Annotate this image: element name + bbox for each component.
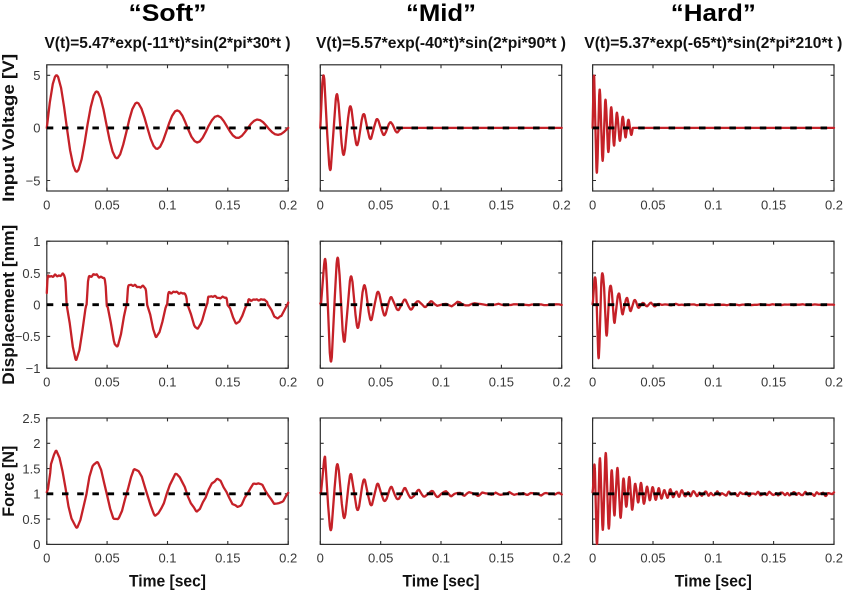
svg-text:5: 5 bbox=[33, 68, 40, 83]
svg-text:0: 0 bbox=[43, 197, 50, 212]
svg-text:−0.5: −0.5 bbox=[15, 329, 41, 344]
svg-text:0.15: 0.15 bbox=[489, 551, 514, 566]
svg-text:Displacement [mm]: Displacement [mm] bbox=[0, 225, 18, 385]
svg-text:0: 0 bbox=[33, 121, 40, 136]
svg-text:0.2: 0.2 bbox=[553, 551, 571, 566]
svg-text:0: 0 bbox=[589, 197, 596, 212]
svg-text:V(t)=5.57*exp(-40*t)*sin(2*pi*: V(t)=5.57*exp(-40*t)*sin(2*pi*90*t ) bbox=[316, 35, 566, 52]
svg-text:0: 0 bbox=[317, 551, 324, 566]
svg-text:0: 0 bbox=[33, 537, 40, 552]
svg-text:0: 0 bbox=[317, 197, 324, 212]
svg-text:0.5: 0.5 bbox=[22, 266, 40, 281]
svg-text:0.05: 0.05 bbox=[368, 375, 393, 390]
svg-text:0: 0 bbox=[43, 375, 50, 390]
svg-text:0.15: 0.15 bbox=[215, 197, 240, 212]
svg-text:2.5: 2.5 bbox=[22, 411, 40, 426]
svg-text:0.1: 0.1 bbox=[704, 375, 722, 390]
svg-text:0.15: 0.15 bbox=[215, 375, 240, 390]
svg-text:0.15: 0.15 bbox=[761, 551, 786, 566]
svg-text:0.5: 0.5 bbox=[22, 512, 40, 527]
svg-text:0.15: 0.15 bbox=[761, 375, 786, 390]
svg-text:0.1: 0.1 bbox=[704, 197, 722, 212]
svg-text:0: 0 bbox=[589, 551, 596, 566]
svg-text:0.05: 0.05 bbox=[94, 551, 119, 566]
svg-text:“Mid”: “Mid” bbox=[406, 0, 476, 27]
svg-text:0.05: 0.05 bbox=[368, 551, 393, 566]
svg-text:0.1: 0.1 bbox=[432, 551, 450, 566]
svg-text:0.1: 0.1 bbox=[158, 375, 176, 390]
svg-text:0.15: 0.15 bbox=[489, 197, 514, 212]
svg-text:0.1: 0.1 bbox=[704, 551, 722, 566]
svg-text:V(t)=5.47*exp(-11*t)*sin(2*pi*: V(t)=5.47*exp(-11*t)*sin(2*pi*30*t ) bbox=[45, 35, 291, 52]
svg-text:0.05: 0.05 bbox=[94, 375, 119, 390]
svg-text:0.2: 0.2 bbox=[825, 197, 843, 212]
svg-text:0.05: 0.05 bbox=[640, 551, 665, 566]
svg-text:0.1: 0.1 bbox=[158, 551, 176, 566]
svg-text:0: 0 bbox=[43, 551, 50, 566]
svg-text:0.05: 0.05 bbox=[640, 197, 665, 212]
svg-text:Time [sec]: Time [sec] bbox=[129, 572, 206, 591]
svg-text:1: 1 bbox=[33, 487, 40, 502]
svg-text:0: 0 bbox=[33, 298, 40, 313]
svg-text:0.2: 0.2 bbox=[825, 375, 843, 390]
svg-text:−1: −1 bbox=[26, 361, 41, 376]
svg-text:1: 1 bbox=[33, 234, 40, 249]
svg-text:0.2: 0.2 bbox=[279, 375, 297, 390]
svg-text:0: 0 bbox=[317, 375, 324, 390]
svg-text:V(t)=5.37*exp(-65*t)*sin(2*pi*: V(t)=5.37*exp(-65*t)*sin(2*pi*210*t ) bbox=[584, 35, 842, 52]
svg-text:“Hard”: “Hard” bbox=[671, 0, 756, 27]
svg-text:2: 2 bbox=[33, 436, 40, 451]
svg-text:0.15: 0.15 bbox=[761, 197, 786, 212]
svg-text:“Soft”: “Soft” bbox=[129, 0, 207, 27]
svg-text:0.05: 0.05 bbox=[640, 375, 665, 390]
svg-text:0.1: 0.1 bbox=[158, 197, 176, 212]
svg-text:Time [sec]: Time [sec] bbox=[675, 572, 752, 591]
svg-text:−5: −5 bbox=[26, 173, 41, 188]
svg-text:0.05: 0.05 bbox=[94, 197, 119, 212]
svg-text:0: 0 bbox=[589, 375, 596, 390]
svg-text:1.5: 1.5 bbox=[22, 461, 40, 476]
svg-text:0.2: 0.2 bbox=[553, 197, 571, 212]
svg-text:0.1: 0.1 bbox=[432, 375, 450, 390]
svg-text:0.1: 0.1 bbox=[432, 197, 450, 212]
svg-text:Force [N]: Force [N] bbox=[0, 446, 18, 517]
svg-text:Input Voltage [V]: Input Voltage [V] bbox=[0, 54, 18, 202]
svg-text:0.2: 0.2 bbox=[825, 551, 843, 566]
svg-text:0.2: 0.2 bbox=[279, 197, 297, 212]
svg-text:0.15: 0.15 bbox=[489, 375, 514, 390]
svg-text:0.15: 0.15 bbox=[215, 551, 240, 566]
svg-text:0.05: 0.05 bbox=[368, 197, 393, 212]
svg-text:0.2: 0.2 bbox=[553, 375, 571, 390]
svg-text:0.2: 0.2 bbox=[279, 551, 297, 566]
svg-text:Time [sec]: Time [sec] bbox=[403, 572, 480, 591]
